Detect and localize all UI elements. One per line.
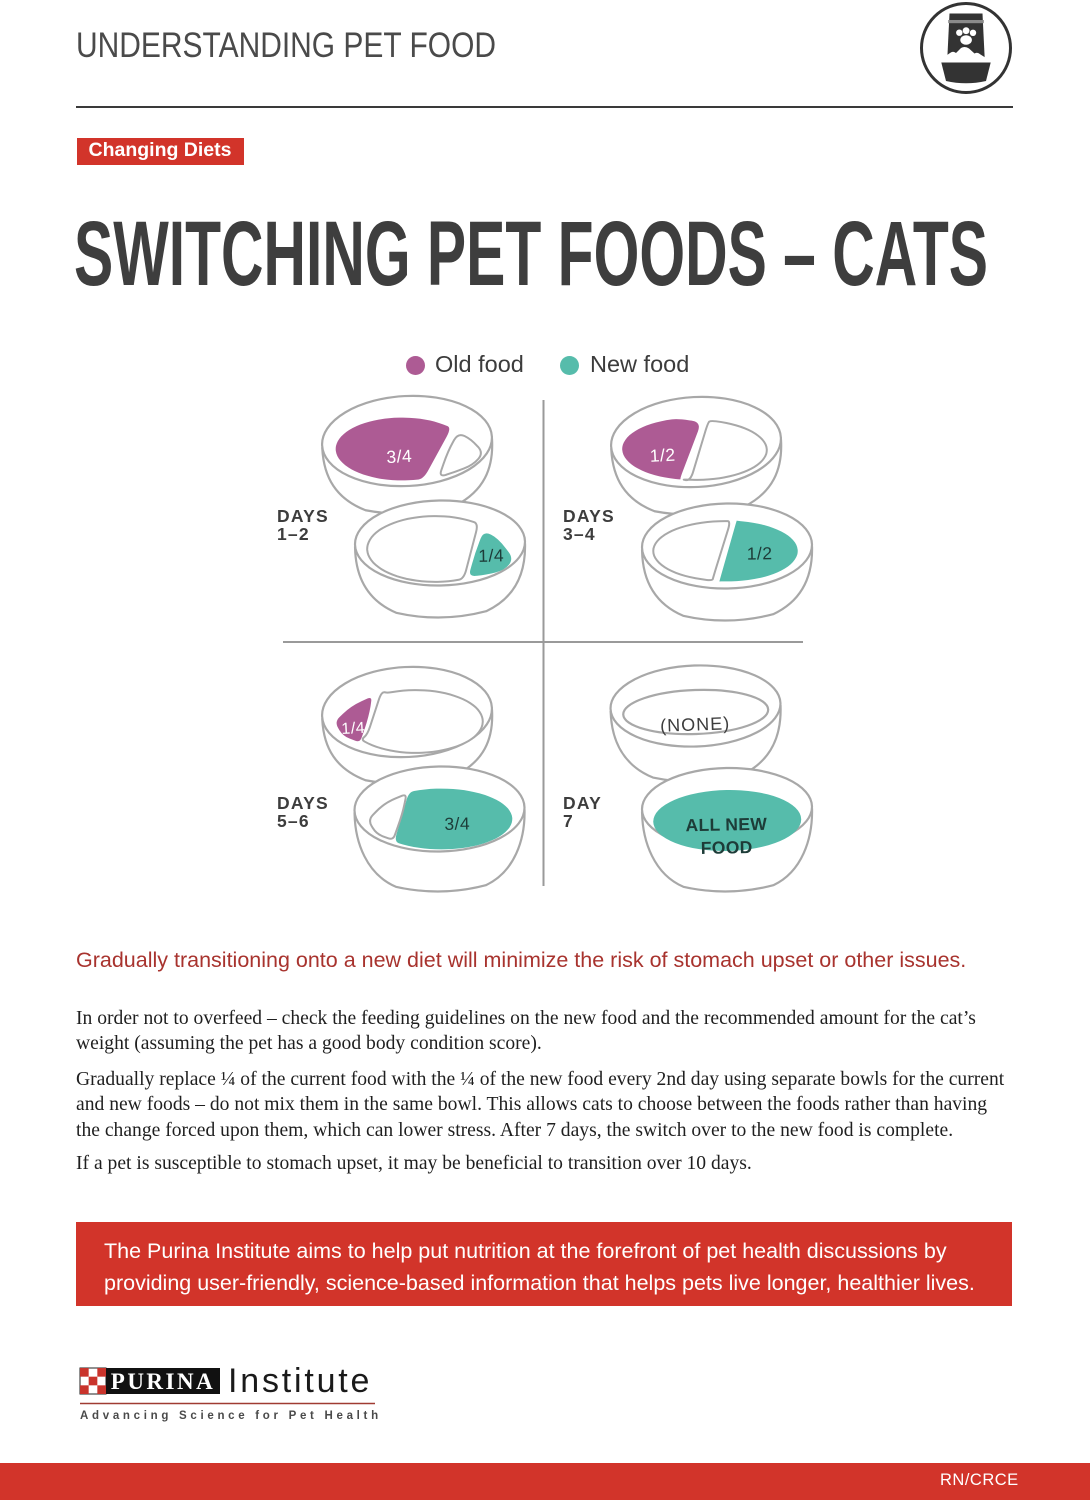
svg-text:3/4: 3/4	[444, 813, 470, 833]
svg-text:Advancing Science for Pet Heal: Advancing Science for Pet Health	[80, 1410, 382, 1422]
svg-text:1/4: 1/4	[478, 545, 504, 565]
svg-text:FOOD: FOOD	[701, 837, 753, 858]
svg-text:ALL NEW: ALL NEW	[685, 814, 767, 835]
svg-text:(NONE): (NONE)	[660, 713, 731, 735]
svg-text:Institute: Institute	[228, 1362, 372, 1400]
svg-text:1/2: 1/2	[747, 543, 773, 563]
svg-text:3/4: 3/4	[386, 446, 413, 467]
svg-text:1/2: 1/2	[649, 445, 676, 466]
svg-text:1/4: 1/4	[341, 720, 366, 738]
svg-text:PURINA: PURINA	[111, 1369, 215, 1394]
